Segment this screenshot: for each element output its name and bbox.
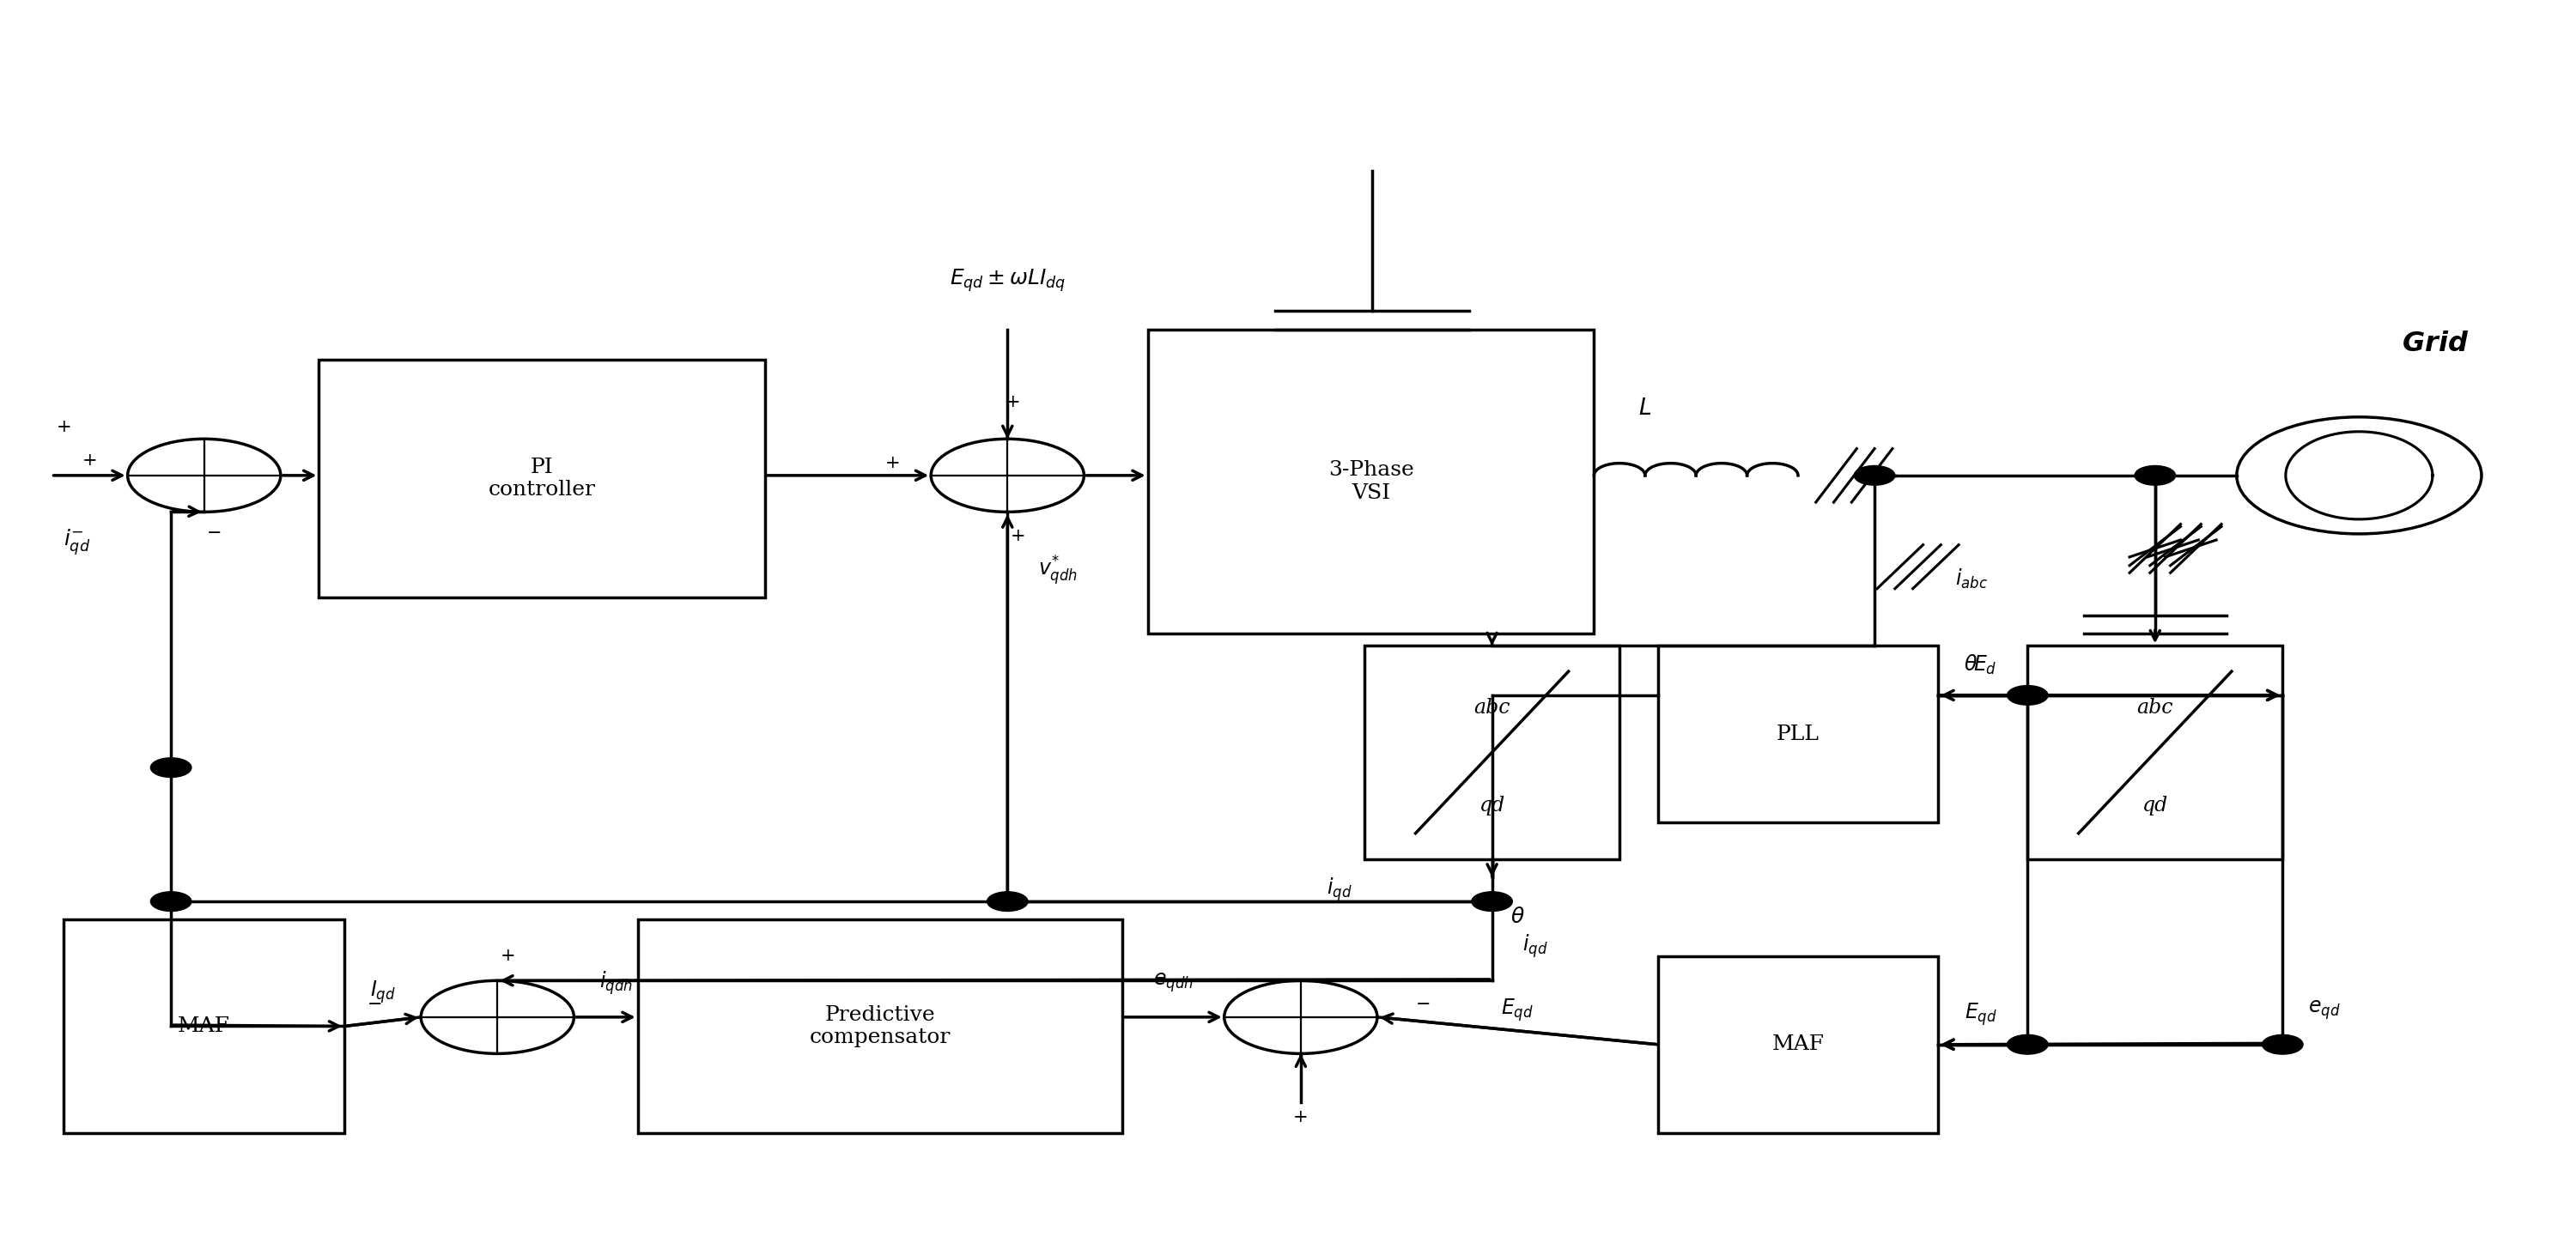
Text: MAF: MAF bbox=[178, 1017, 229, 1037]
Text: −: − bbox=[1417, 997, 1430, 1013]
Text: +: + bbox=[57, 419, 72, 435]
Bar bbox=[2027, 646, 2282, 859]
Text: $E_{qd}$: $E_{qd}$ bbox=[1965, 1001, 1996, 1027]
Text: $I_{qd}$: $I_{qd}$ bbox=[371, 979, 397, 1006]
Text: $i_{qd}$: $i_{qd}$ bbox=[1522, 933, 1548, 960]
Text: +: + bbox=[1293, 1109, 1309, 1125]
Bar bbox=[64, 920, 345, 1132]
Text: $E_{qd} \pm \omega L I_{dq}$: $E_{qd} \pm \omega L I_{dq}$ bbox=[951, 267, 1066, 293]
Circle shape bbox=[987, 891, 1028, 911]
Text: PLL: PLL bbox=[1777, 725, 1819, 745]
Text: $i_{qd}$: $i_{qd}$ bbox=[1327, 875, 1352, 902]
Text: qd: qd bbox=[1479, 796, 1504, 815]
Text: $i_{abc}$: $i_{abc}$ bbox=[1955, 567, 1989, 590]
Text: qd: qd bbox=[2143, 796, 2169, 815]
Text: $L$: $L$ bbox=[1638, 398, 1651, 419]
Text: $E_{qd}$: $E_{qd}$ bbox=[1502, 997, 1533, 1023]
Text: abc: abc bbox=[1473, 697, 1510, 717]
Circle shape bbox=[2007, 1034, 2048, 1054]
Circle shape bbox=[149, 891, 191, 911]
Circle shape bbox=[2136, 466, 2177, 485]
Bar bbox=[319, 359, 765, 597]
Text: +: + bbox=[82, 452, 98, 469]
Circle shape bbox=[149, 758, 191, 777]
Bar bbox=[1659, 956, 1937, 1132]
Text: $\theta$: $\theta$ bbox=[1510, 907, 1525, 927]
Text: MAF: MAF bbox=[1772, 1034, 1824, 1054]
Text: +: + bbox=[500, 948, 515, 965]
Text: $E_d$: $E_d$ bbox=[1973, 654, 1996, 676]
Text: $e_{qd}$: $e_{qd}$ bbox=[2308, 999, 2342, 1022]
Bar bbox=[1365, 646, 1620, 859]
Text: +: + bbox=[886, 455, 899, 471]
Circle shape bbox=[1855, 466, 1896, 485]
Text: +: + bbox=[1010, 528, 1025, 544]
Text: Predictive
compensator: Predictive compensator bbox=[809, 1004, 951, 1048]
Circle shape bbox=[2007, 686, 2048, 705]
Text: $i_{qd}^{-}$: $i_{qd}^{-}$ bbox=[64, 527, 90, 557]
Bar bbox=[639, 920, 1123, 1132]
Text: PI
controller: PI controller bbox=[489, 457, 595, 500]
Text: −: − bbox=[368, 997, 381, 1013]
Bar bbox=[1149, 329, 1595, 634]
Text: abc: abc bbox=[2138, 697, 2174, 717]
Bar bbox=[1659, 646, 1937, 823]
Text: $i_{qdh}$: $i_{qdh}$ bbox=[600, 970, 634, 997]
Circle shape bbox=[1471, 891, 1512, 911]
Text: $e_{qdh}$: $e_{qdh}$ bbox=[1154, 972, 1193, 994]
Circle shape bbox=[2262, 1034, 2303, 1054]
Text: +: + bbox=[1005, 394, 1020, 410]
Text: −: − bbox=[206, 526, 222, 542]
Text: $\theta$: $\theta$ bbox=[1963, 655, 1978, 675]
Text: $\bfit{Grid}$: $\bfit{Grid}$ bbox=[2401, 331, 2470, 357]
Text: 3-Phase
VSI: 3-Phase VSI bbox=[1329, 460, 1414, 503]
Text: $v_{qdh}^{*}$: $v_{qdh}^{*}$ bbox=[1038, 554, 1077, 587]
